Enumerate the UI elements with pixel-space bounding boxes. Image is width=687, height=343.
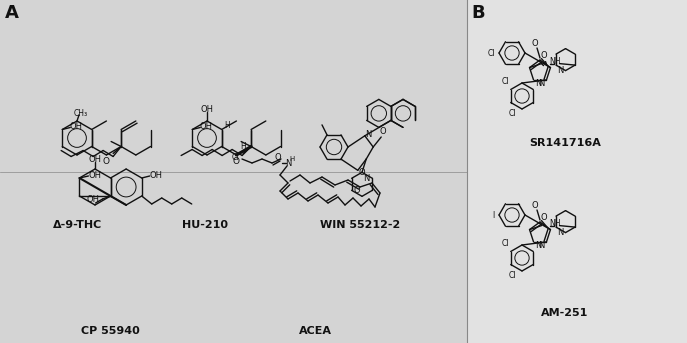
Text: H: H (289, 156, 295, 162)
Text: CP 55940: CP 55940 (80, 326, 139, 336)
Text: CH₃: CH₃ (74, 108, 88, 118)
Text: N: N (363, 174, 370, 183)
Text: WIN 55212-2: WIN 55212-2 (320, 220, 400, 230)
Text: O: O (380, 128, 387, 137)
Bar (467, 0, 687, 343)
Text: OH: OH (70, 122, 82, 131)
Text: Cl: Cl (502, 239, 510, 248)
Text: O: O (275, 153, 281, 162)
Text: OH: OH (89, 170, 102, 179)
Text: NH: NH (549, 57, 561, 66)
Text: HU-210: HU-210 (182, 220, 228, 230)
Text: Cl: Cl (487, 48, 495, 58)
Text: OH: OH (200, 122, 213, 131)
Text: OH: OH (86, 196, 99, 204)
Text: H: H (240, 142, 246, 151)
Text: OH: OH (201, 105, 214, 114)
Text: N: N (557, 228, 564, 237)
Text: N: N (535, 241, 542, 250)
Text: N: N (539, 241, 545, 250)
Text: O: O (103, 157, 110, 166)
Text: H: H (224, 121, 229, 130)
Text: B: B (471, 4, 485, 22)
Text: OH: OH (149, 170, 162, 179)
Text: N: N (365, 130, 372, 139)
Text: N: N (557, 66, 564, 75)
Text: SR141716A: SR141716A (529, 138, 601, 148)
Text: AM-251: AM-251 (541, 308, 589, 318)
Text: N: N (535, 79, 542, 88)
Text: O: O (353, 186, 360, 195)
Text: Cl: Cl (502, 77, 510, 86)
Text: O: O (540, 51, 547, 60)
Text: N: N (539, 79, 545, 88)
Text: O: O (532, 201, 539, 210)
Text: ACEA: ACEA (298, 326, 332, 336)
Text: NH: NH (549, 219, 561, 228)
Text: Cl: Cl (508, 272, 516, 281)
Text: O: O (532, 38, 539, 47)
Text: A: A (5, 4, 19, 22)
Text: Δ-9-THC: Δ-9-THC (54, 220, 102, 230)
Text: O: O (233, 157, 240, 166)
Text: N: N (285, 159, 291, 168)
Text: O: O (359, 168, 365, 177)
Text: Cl: Cl (232, 153, 239, 162)
Text: I: I (492, 211, 494, 220)
Text: O: O (540, 213, 547, 222)
Text: Cl: Cl (508, 109, 516, 118)
Text: OH: OH (89, 154, 102, 164)
